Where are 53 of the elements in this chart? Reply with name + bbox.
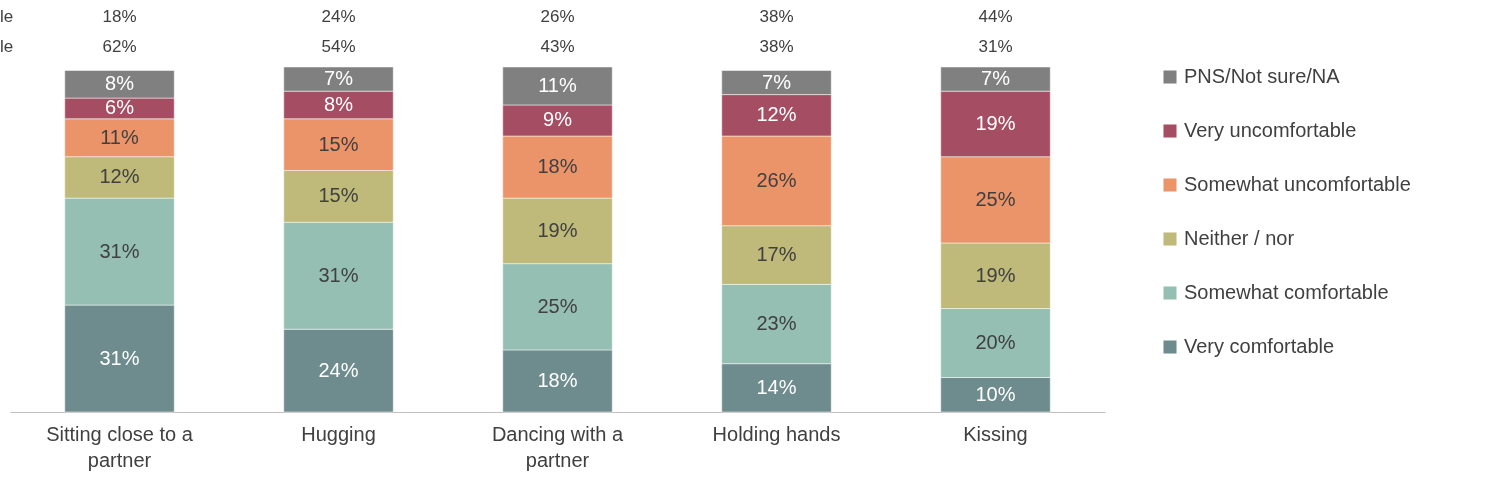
data-label: 6% bbox=[105, 96, 135, 119]
text: 31% bbox=[978, 37, 1013, 56]
data-label: 7% bbox=[324, 67, 354, 90]
legend-label: Very comfortable bbox=[1184, 335, 1335, 357]
text: 24% bbox=[321, 7, 356, 26]
x-tick-label: Sitting close to a partner bbox=[46, 422, 194, 471]
text: 54% bbox=[321, 37, 356, 56]
data-label: 11% bbox=[100, 125, 139, 148]
data-label: 19% bbox=[975, 111, 1016, 134]
data-label: 12% bbox=[756, 103, 797, 126]
data-label: 8% bbox=[105, 72, 135, 95]
data-label: 20% bbox=[975, 331, 1016, 353]
text: 38% bbox=[759, 37, 794, 56]
text: 38% bbox=[759, 7, 794, 26]
x-tick-label: Dancing with a partner bbox=[491, 422, 624, 471]
data-label: 14% bbox=[756, 375, 797, 398]
data-label: 11% bbox=[538, 73, 577, 96]
data-label: 8% bbox=[324, 92, 354, 115]
legend-label: PNS/Not sure/NA bbox=[1184, 65, 1341, 87]
data-label: 26% bbox=[756, 168, 797, 191]
data-label: 12% bbox=[99, 165, 140, 188]
data-label: 31% bbox=[99, 239, 140, 262]
legend-label: Somewhat uncomfortable bbox=[1184, 173, 1411, 195]
x-tick-label: Holding hands bbox=[712, 422, 841, 445]
text: le bbox=[0, 37, 14, 56]
data-label: 10% bbox=[975, 382, 1016, 405]
data-label: 31% bbox=[318, 263, 359, 286]
text: 26% bbox=[540, 7, 575, 26]
data-label: 7% bbox=[762, 70, 792, 93]
text: 62% bbox=[102, 37, 137, 56]
data-label: 31% bbox=[99, 346, 140, 369]
data-label: 9% bbox=[543, 108, 573, 131]
data-label: 19% bbox=[975, 263, 1016, 286]
data-label: 18% bbox=[537, 368, 578, 391]
data-label: 24% bbox=[318, 358, 359, 381]
text: le bbox=[0, 7, 14, 26]
data-label: 25% bbox=[537, 294, 578, 317]
legend-label: Very uncomfortable bbox=[1184, 119, 1357, 141]
legend-label: Neither / nor bbox=[1184, 227, 1295, 249]
data-label: 15% bbox=[318, 184, 359, 207]
data-label: 7% bbox=[981, 67, 1011, 90]
x-tick-label: Kissing bbox=[963, 422, 1028, 445]
data-label: 15% bbox=[318, 132, 359, 155]
data-label: 23% bbox=[756, 312, 797, 335]
text: 43% bbox=[540, 37, 575, 56]
data-label: 19% bbox=[537, 218, 578, 241]
text: 18% bbox=[102, 7, 137, 26]
legend-label: Somewhat comfortable bbox=[1184, 281, 1389, 303]
data-label: 25% bbox=[975, 187, 1016, 210]
data-label: 17% bbox=[756, 243, 797, 266]
x-tick-label: Hugging bbox=[301, 422, 376, 445]
text: 44% bbox=[978, 7, 1013, 26]
data-label: 18% bbox=[537, 155, 578, 178]
